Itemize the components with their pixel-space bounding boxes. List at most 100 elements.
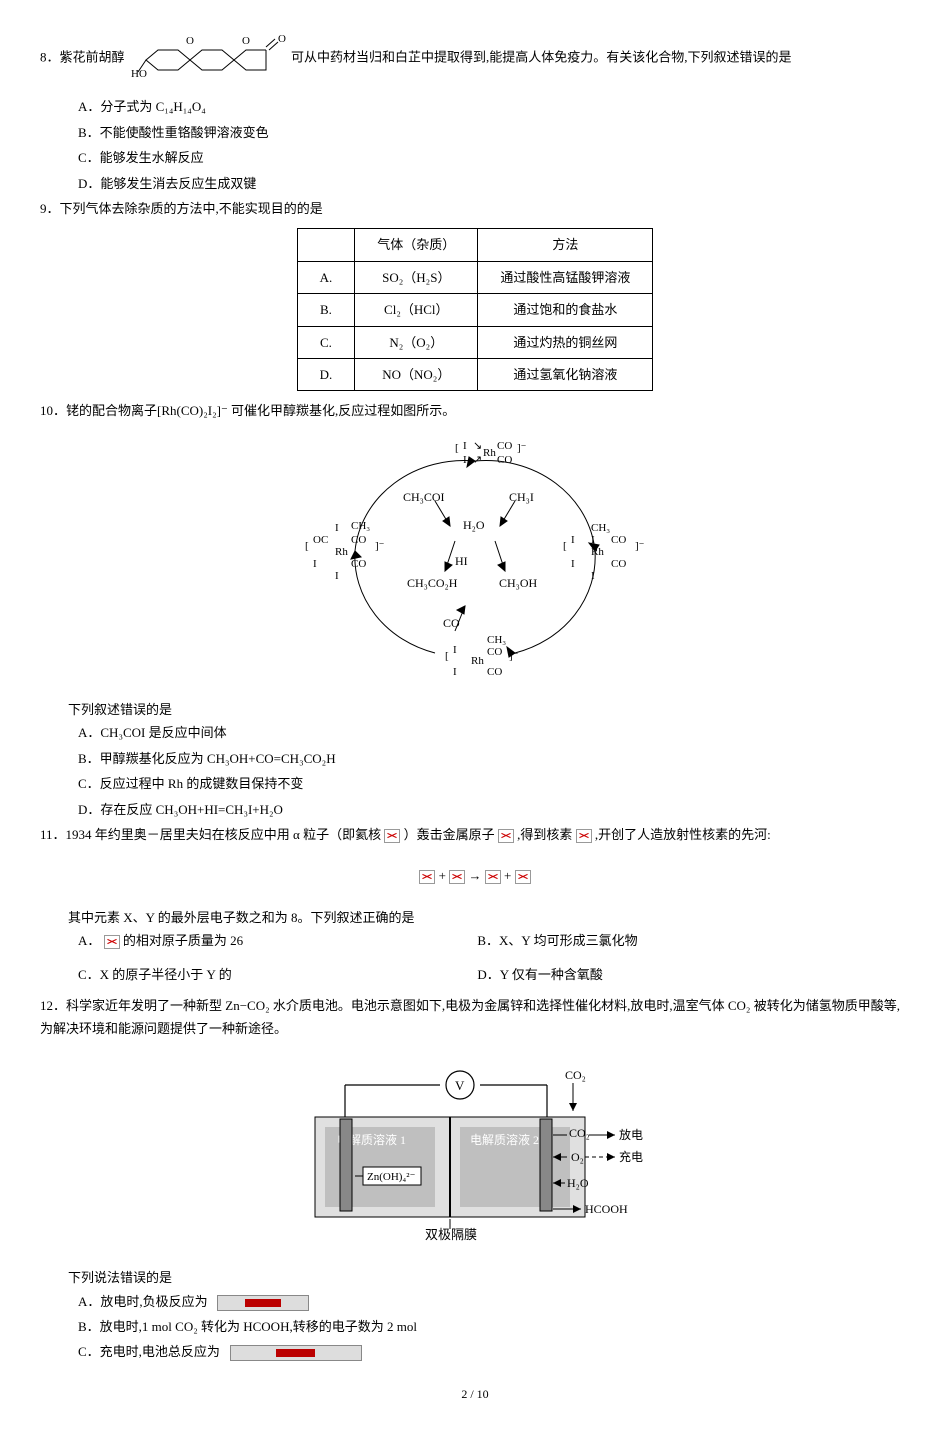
q11-equation: + → +	[40, 864, 910, 887]
q9-th-gas: 气体（杂质）	[355, 229, 478, 261]
svg-text:I: I	[453, 666, 457, 678]
svg-text:O: O	[186, 35, 194, 47]
svg-text:I: I	[571, 534, 575, 546]
q11-stem-d: ,开创了人造放射性核素的先河:	[595, 827, 771, 842]
q11-B: B．X、Y 均可形成三氯化物	[477, 929, 876, 952]
svg-text:]⁻: ]⁻	[635, 540, 645, 552]
svg-text:CO: CO	[487, 666, 502, 678]
svg-text:O: O	[242, 35, 250, 47]
table-row: A. SO₂（H₂S） 通过酸性高锰酸钾溶液	[297, 261, 653, 293]
q11-stem-a: 11．1934 年约里奥－居里夫妇在核反应中用 α 粒子（即氦核	[40, 827, 384, 842]
svg-text:I: I	[591, 534, 595, 546]
svg-text:CO: CO	[611, 534, 626, 546]
broken-image-icon	[384, 829, 400, 843]
svg-text:↗: ↗	[473, 454, 482, 466]
q12-diagram: V 电解质溶液 1 电解质溶液 2 Zn(OH)₄²⁻ CO₂ CO₂ 放电 O…	[40, 1049, 910, 1266]
svg-text:CO: CO	[487, 646, 502, 658]
svg-text:Rh: Rh	[591, 546, 604, 558]
broken-image-icon	[449, 870, 465, 884]
svg-text:H₂O: H₂O	[567, 1176, 589, 1190]
svg-text:CO: CO	[443, 616, 460, 630]
svg-text:CO₂: CO₂	[565, 1068, 586, 1082]
svg-text:[: [	[563, 540, 567, 552]
svg-text:CH₃COI: CH₃COI	[403, 490, 445, 504]
q10-D: D．存在反应 CH₃OH+HI=CH₃I+H₂O	[78, 798, 910, 821]
q12-stem: 12．科学家近年发明了一种新型 Zn−CO₂ 水介质电池。电池示意图如下,电极为…	[40, 994, 910, 1041]
svg-text:CH₃CO₂H: CH₃CO₂H	[407, 576, 458, 590]
broken-image-icon	[217, 1295, 309, 1311]
q10-C: C．反应过程中 Rh 的成键数目保持不变	[78, 772, 910, 795]
q11-mid: 其中元素 X、Y 的最外层电子数之和为 8。下列叙述正确的是	[68, 906, 910, 929]
svg-text:I: I	[571, 558, 575, 570]
svg-text:I: I	[335, 522, 339, 534]
svg-text:]⁻: ]⁻	[509, 650, 519, 662]
svg-text:I: I	[463, 440, 467, 452]
q11-D: D．Y 仅有一种含氧酸	[477, 963, 876, 986]
broken-image-icon	[104, 935, 120, 949]
q10-stem: 10．铑的配合物离子[Rh(CO)₂I₂]⁻ 可催化甲醇羰基化,反应过程如图所示…	[40, 399, 910, 422]
svg-text:CO: CO	[351, 558, 366, 570]
svg-text:I: I	[591, 570, 595, 582]
broken-image-icon	[515, 870, 531, 884]
q10-A: A．CH₃COI 是反应中间体	[78, 721, 910, 744]
q9-th-method: 方法	[478, 229, 653, 261]
table-row: B. Cl₂（HCl） 通过饱和的食盐水	[297, 294, 653, 326]
q11-C: C．X 的原子半径小于 Y 的	[78, 963, 477, 986]
svg-text:I: I	[313, 558, 317, 570]
svg-text:CO₂: CO₂	[569, 1126, 590, 1140]
svg-text:双极隔膜: 双极隔膜	[425, 1227, 477, 1242]
table-row: C. N₂（O₂） 通过灼热的铜丝网	[297, 326, 653, 358]
svg-text:O: O	[278, 33, 286, 45]
svg-text:HCOOH: HCOOH	[585, 1202, 628, 1216]
broken-image-icon	[230, 1345, 362, 1361]
q8-stem-b: 可从中药材当归和白芷中提取得到,能提高人体免疫力。有关该化合物,下列叙述错误的是	[291, 50, 792, 65]
q12-B: B．放电时,1 mol CO₂ 转化为 HCOOH,转移的电子数为 2 mol	[78, 1315, 910, 1338]
q9-table: 气体（杂质） 方法 A. SO₂（H₂S） 通过酸性高锰酸钾溶液 B. Cl₂（…	[297, 228, 654, 391]
svg-text:OC: OC	[313, 534, 328, 546]
q8-stem-a: 8．紫花前胡醇	[40, 50, 125, 65]
svg-text:CO: CO	[611, 558, 626, 570]
svg-text:[: [	[445, 650, 449, 662]
svg-text:充电: 充电	[619, 1149, 643, 1164]
page-footer: 2 / 10	[40, 1384, 910, 1406]
q11-stem-b: ）轰击金属原子	[404, 827, 498, 842]
q8-C: C．能够发生水解反应	[78, 146, 910, 169]
q8: 8．紫花前胡醇 O O O HO 可从中药材当归和白芷中提取得到,能提高人体	[40, 30, 910, 87]
broken-image-icon	[485, 870, 501, 884]
svg-text:Rh: Rh	[471, 655, 484, 667]
table-row: D. NO（NO₂） 通过氢氧化钠溶液	[297, 358, 653, 390]
svg-text:电解质溶液 2: 电解质溶液 2	[470, 1132, 539, 1147]
svg-text:Rh: Rh	[335, 546, 348, 558]
svg-text:[: [	[305, 540, 309, 552]
q8-molecule: O O O HO	[128, 30, 288, 87]
svg-text:CH₃: CH₃	[591, 522, 610, 534]
broken-image-icon	[498, 829, 514, 843]
q10-tail: 下列叙述错误的是	[68, 698, 910, 721]
svg-text:]⁻: ]⁻	[375, 540, 385, 552]
q8-D: D．能够发生消去反应生成双键	[78, 172, 910, 195]
svg-text:↘: ↘	[473, 440, 482, 452]
svg-text:HI: HI	[455, 554, 468, 568]
svg-text:CO: CO	[497, 440, 512, 452]
svg-text:CH₃I: CH₃I	[509, 490, 534, 504]
q9-th-empty	[297, 229, 355, 261]
svg-text:CO: CO	[497, 454, 512, 466]
broken-image-icon	[576, 829, 592, 843]
svg-text:I: I	[463, 454, 467, 466]
svg-text:Rh: Rh	[483, 447, 496, 459]
svg-text:Zn(OH)₄²⁻: Zn(OH)₄²⁻	[367, 1171, 416, 1183]
q11-stem-c: ,得到核素	[517, 827, 576, 842]
svg-text:I: I	[453, 644, 457, 656]
svg-text:H₂O: H₂O	[463, 518, 485, 532]
q8-B: B．不能使酸性重铬酸钾溶液变色	[78, 121, 910, 144]
svg-text:CH₃: CH₃	[351, 520, 370, 532]
svg-text:V: V	[455, 1078, 465, 1093]
svg-text:放电: 放电	[619, 1127, 643, 1142]
q9-stem: 9．下列气体去除杂质的方法中,不能实现目的的是	[40, 197, 910, 220]
svg-text:CH₃: CH₃	[487, 634, 506, 646]
svg-text:O₂: O₂	[571, 1150, 584, 1164]
q12-tail: 下列说法错误的是	[68, 1266, 910, 1289]
svg-text:CH₃OH: CH₃OH	[499, 576, 538, 590]
q8-A: A．分子式为 C₁₄H₁₄O₄	[78, 95, 910, 118]
svg-text:]⁻: ]⁻	[517, 442, 527, 454]
